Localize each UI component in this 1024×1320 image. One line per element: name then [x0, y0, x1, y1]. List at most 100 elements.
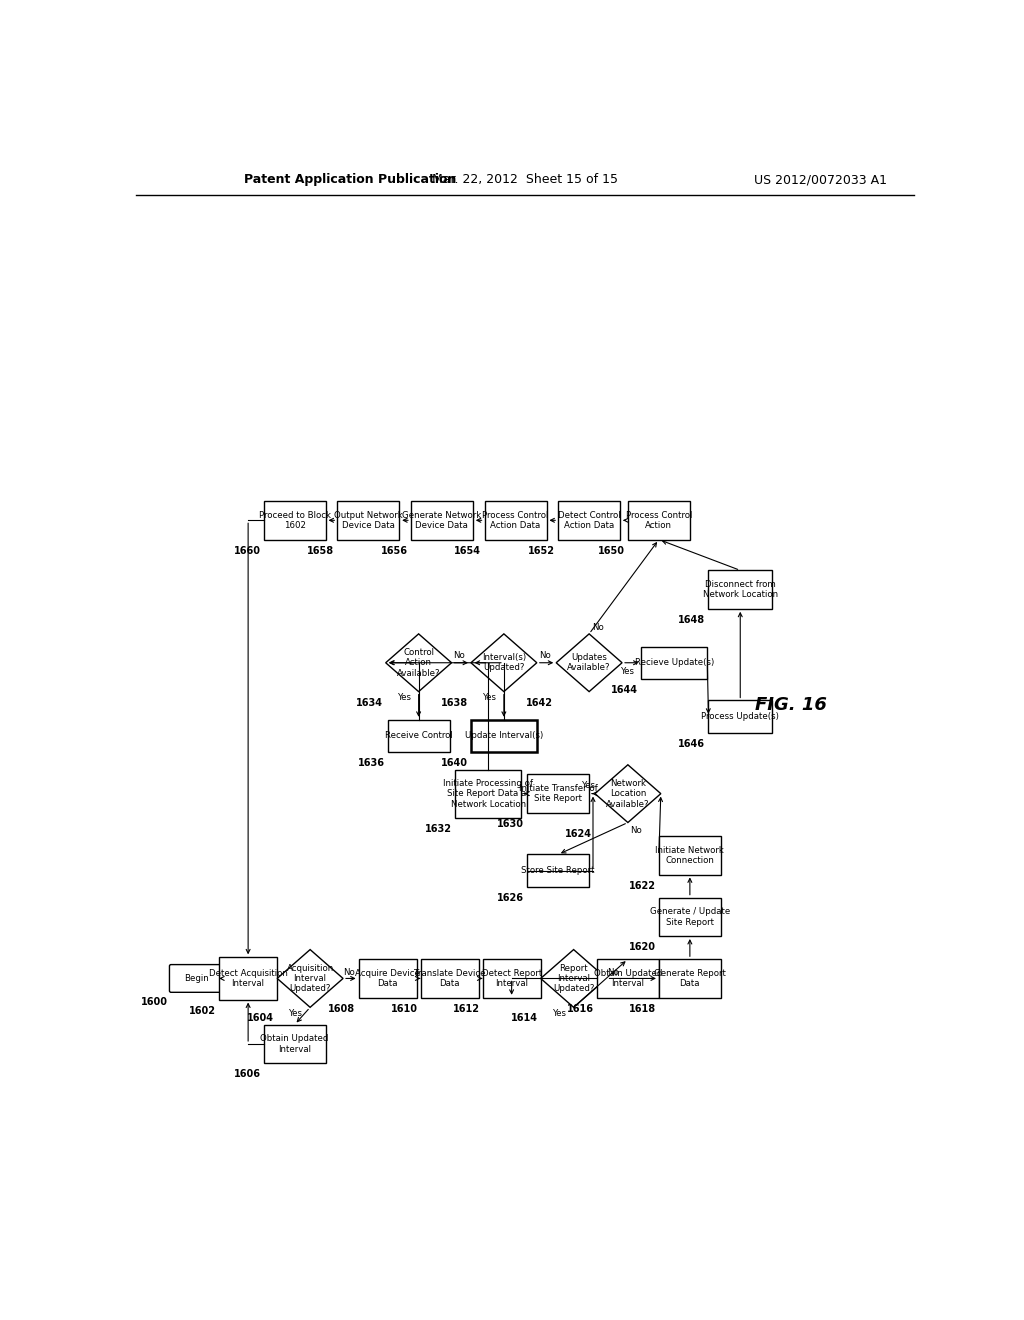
FancyBboxPatch shape [482, 960, 541, 998]
Text: Generate Network
Device Data: Generate Network Device Data [402, 511, 481, 531]
FancyBboxPatch shape [641, 647, 708, 678]
Text: No: No [454, 651, 465, 660]
Text: Detect Report
Interval: Detect Report Interval [481, 969, 542, 989]
Polygon shape [278, 949, 343, 1007]
Text: 1610: 1610 [390, 1005, 418, 1014]
Text: Interval(s)
Updated?: Interval(s) Updated? [482, 653, 526, 672]
Text: Initiate Network
Connection: Initiate Network Connection [655, 846, 724, 865]
Text: Proceed to Block
1602: Proceed to Block 1602 [259, 511, 331, 531]
Text: 1606: 1606 [233, 1069, 260, 1080]
FancyBboxPatch shape [658, 960, 721, 998]
Text: Report
Interval
Updated?: Report Interval Updated? [553, 964, 594, 994]
FancyBboxPatch shape [628, 502, 690, 540]
Text: 1648: 1648 [678, 615, 706, 624]
Text: 1608: 1608 [329, 1005, 355, 1014]
Text: 1642: 1642 [526, 698, 553, 708]
FancyBboxPatch shape [421, 960, 478, 998]
Text: Acquisition
Interval
Updated?: Acquisition Interval Updated? [287, 964, 334, 994]
Polygon shape [595, 764, 660, 822]
Text: Output Network
Device Data: Output Network Device Data [334, 511, 402, 531]
Text: No: No [343, 968, 355, 977]
FancyBboxPatch shape [471, 719, 537, 752]
Polygon shape [541, 949, 606, 1007]
Text: 1646: 1646 [678, 739, 706, 748]
Text: 1652: 1652 [528, 545, 555, 556]
Text: No: No [607, 968, 618, 977]
FancyBboxPatch shape [169, 965, 223, 993]
Text: 1614: 1614 [511, 1014, 538, 1023]
Text: Yes: Yes [483, 693, 497, 702]
Text: Recieve Update(s): Recieve Update(s) [635, 659, 714, 667]
Text: 1600: 1600 [141, 997, 168, 1007]
FancyBboxPatch shape [597, 960, 658, 998]
Text: Acquire Device
Data: Acquire Device Data [355, 969, 420, 989]
Text: Yes: Yes [289, 1008, 303, 1018]
Text: FIG. 16: FIG. 16 [755, 696, 826, 714]
FancyBboxPatch shape [388, 719, 450, 752]
FancyBboxPatch shape [527, 775, 589, 813]
Text: 1650: 1650 [598, 545, 625, 556]
Text: 1632: 1632 [425, 824, 453, 834]
Text: 1660: 1660 [233, 545, 260, 556]
Text: Disconnect from
Network Location: Disconnect from Network Location [702, 579, 778, 599]
Text: Yes: Yes [622, 668, 635, 676]
Text: 1602: 1602 [189, 1006, 216, 1016]
Text: Control
Action
Available?: Control Action Available? [397, 648, 440, 677]
Text: Updates
Available?: Updates Available? [567, 653, 611, 672]
Text: 1654: 1654 [455, 545, 481, 556]
Text: 1616: 1616 [566, 1005, 594, 1014]
Text: 1620: 1620 [629, 942, 655, 952]
Polygon shape [386, 634, 452, 692]
Polygon shape [556, 634, 622, 692]
Text: Initiate Transfer of
Site Report: Initiate Transfer of Site Report [519, 784, 597, 804]
Text: 1630: 1630 [497, 818, 524, 829]
Text: Mar. 22, 2012  Sheet 15 of 15: Mar. 22, 2012 Sheet 15 of 15 [432, 173, 617, 186]
Text: Detect Acquisition
Interval: Detect Acquisition Interval [209, 969, 288, 989]
Text: Store Site Report: Store Site Report [521, 866, 595, 875]
FancyBboxPatch shape [709, 570, 772, 609]
Text: Detect Control
Action Data: Detect Control Action Data [558, 511, 621, 531]
Text: No: No [630, 826, 641, 834]
Text: 1636: 1636 [357, 758, 385, 768]
FancyBboxPatch shape [219, 957, 278, 999]
Text: Network
Location
Available?: Network Location Available? [606, 779, 649, 809]
Text: 1612: 1612 [453, 1005, 479, 1014]
Text: 1656: 1656 [381, 545, 408, 556]
Text: Patent Application Publication: Patent Application Publication [245, 173, 457, 186]
Text: 1624: 1624 [565, 829, 592, 838]
FancyBboxPatch shape [358, 960, 417, 998]
FancyBboxPatch shape [263, 1024, 326, 1063]
FancyBboxPatch shape [658, 836, 721, 875]
Text: Yes: Yes [582, 781, 596, 791]
FancyBboxPatch shape [527, 854, 589, 887]
FancyBboxPatch shape [263, 502, 326, 540]
Text: Translate Device
Data: Translate Device Data [414, 969, 485, 989]
Text: 1634: 1634 [355, 698, 383, 708]
Text: 1604: 1604 [247, 1014, 274, 1023]
Text: 1638: 1638 [440, 698, 468, 708]
Text: No: No [539, 651, 551, 660]
Text: Generate / Update
Site Report: Generate / Update Site Report [650, 907, 730, 927]
Text: 1618: 1618 [629, 1005, 655, 1014]
Polygon shape [471, 634, 537, 692]
FancyBboxPatch shape [658, 898, 721, 936]
Text: 1658: 1658 [307, 545, 334, 556]
Text: No: No [593, 623, 604, 632]
Text: 1622: 1622 [629, 880, 655, 891]
FancyBboxPatch shape [337, 502, 399, 540]
Text: Yes: Yes [397, 693, 412, 702]
FancyBboxPatch shape [558, 502, 621, 540]
Text: Process Update(s): Process Update(s) [701, 713, 779, 721]
Text: Obtain Updated
Interval: Obtain Updated Interval [594, 969, 663, 989]
FancyBboxPatch shape [484, 502, 547, 540]
FancyBboxPatch shape [411, 502, 473, 540]
Text: 1640: 1640 [441, 758, 468, 768]
Text: US 2012/0072033 A1: US 2012/0072033 A1 [755, 173, 888, 186]
Text: Process Control
Action: Process Control Action [626, 511, 692, 531]
Text: Process Control
Action Data: Process Control Action Data [482, 511, 549, 531]
Text: Update Interval(s): Update Interval(s) [465, 731, 543, 741]
Text: Begin: Begin [184, 974, 209, 983]
FancyBboxPatch shape [456, 770, 521, 817]
Text: 1626: 1626 [497, 894, 524, 903]
Text: 1644: 1644 [611, 685, 638, 696]
